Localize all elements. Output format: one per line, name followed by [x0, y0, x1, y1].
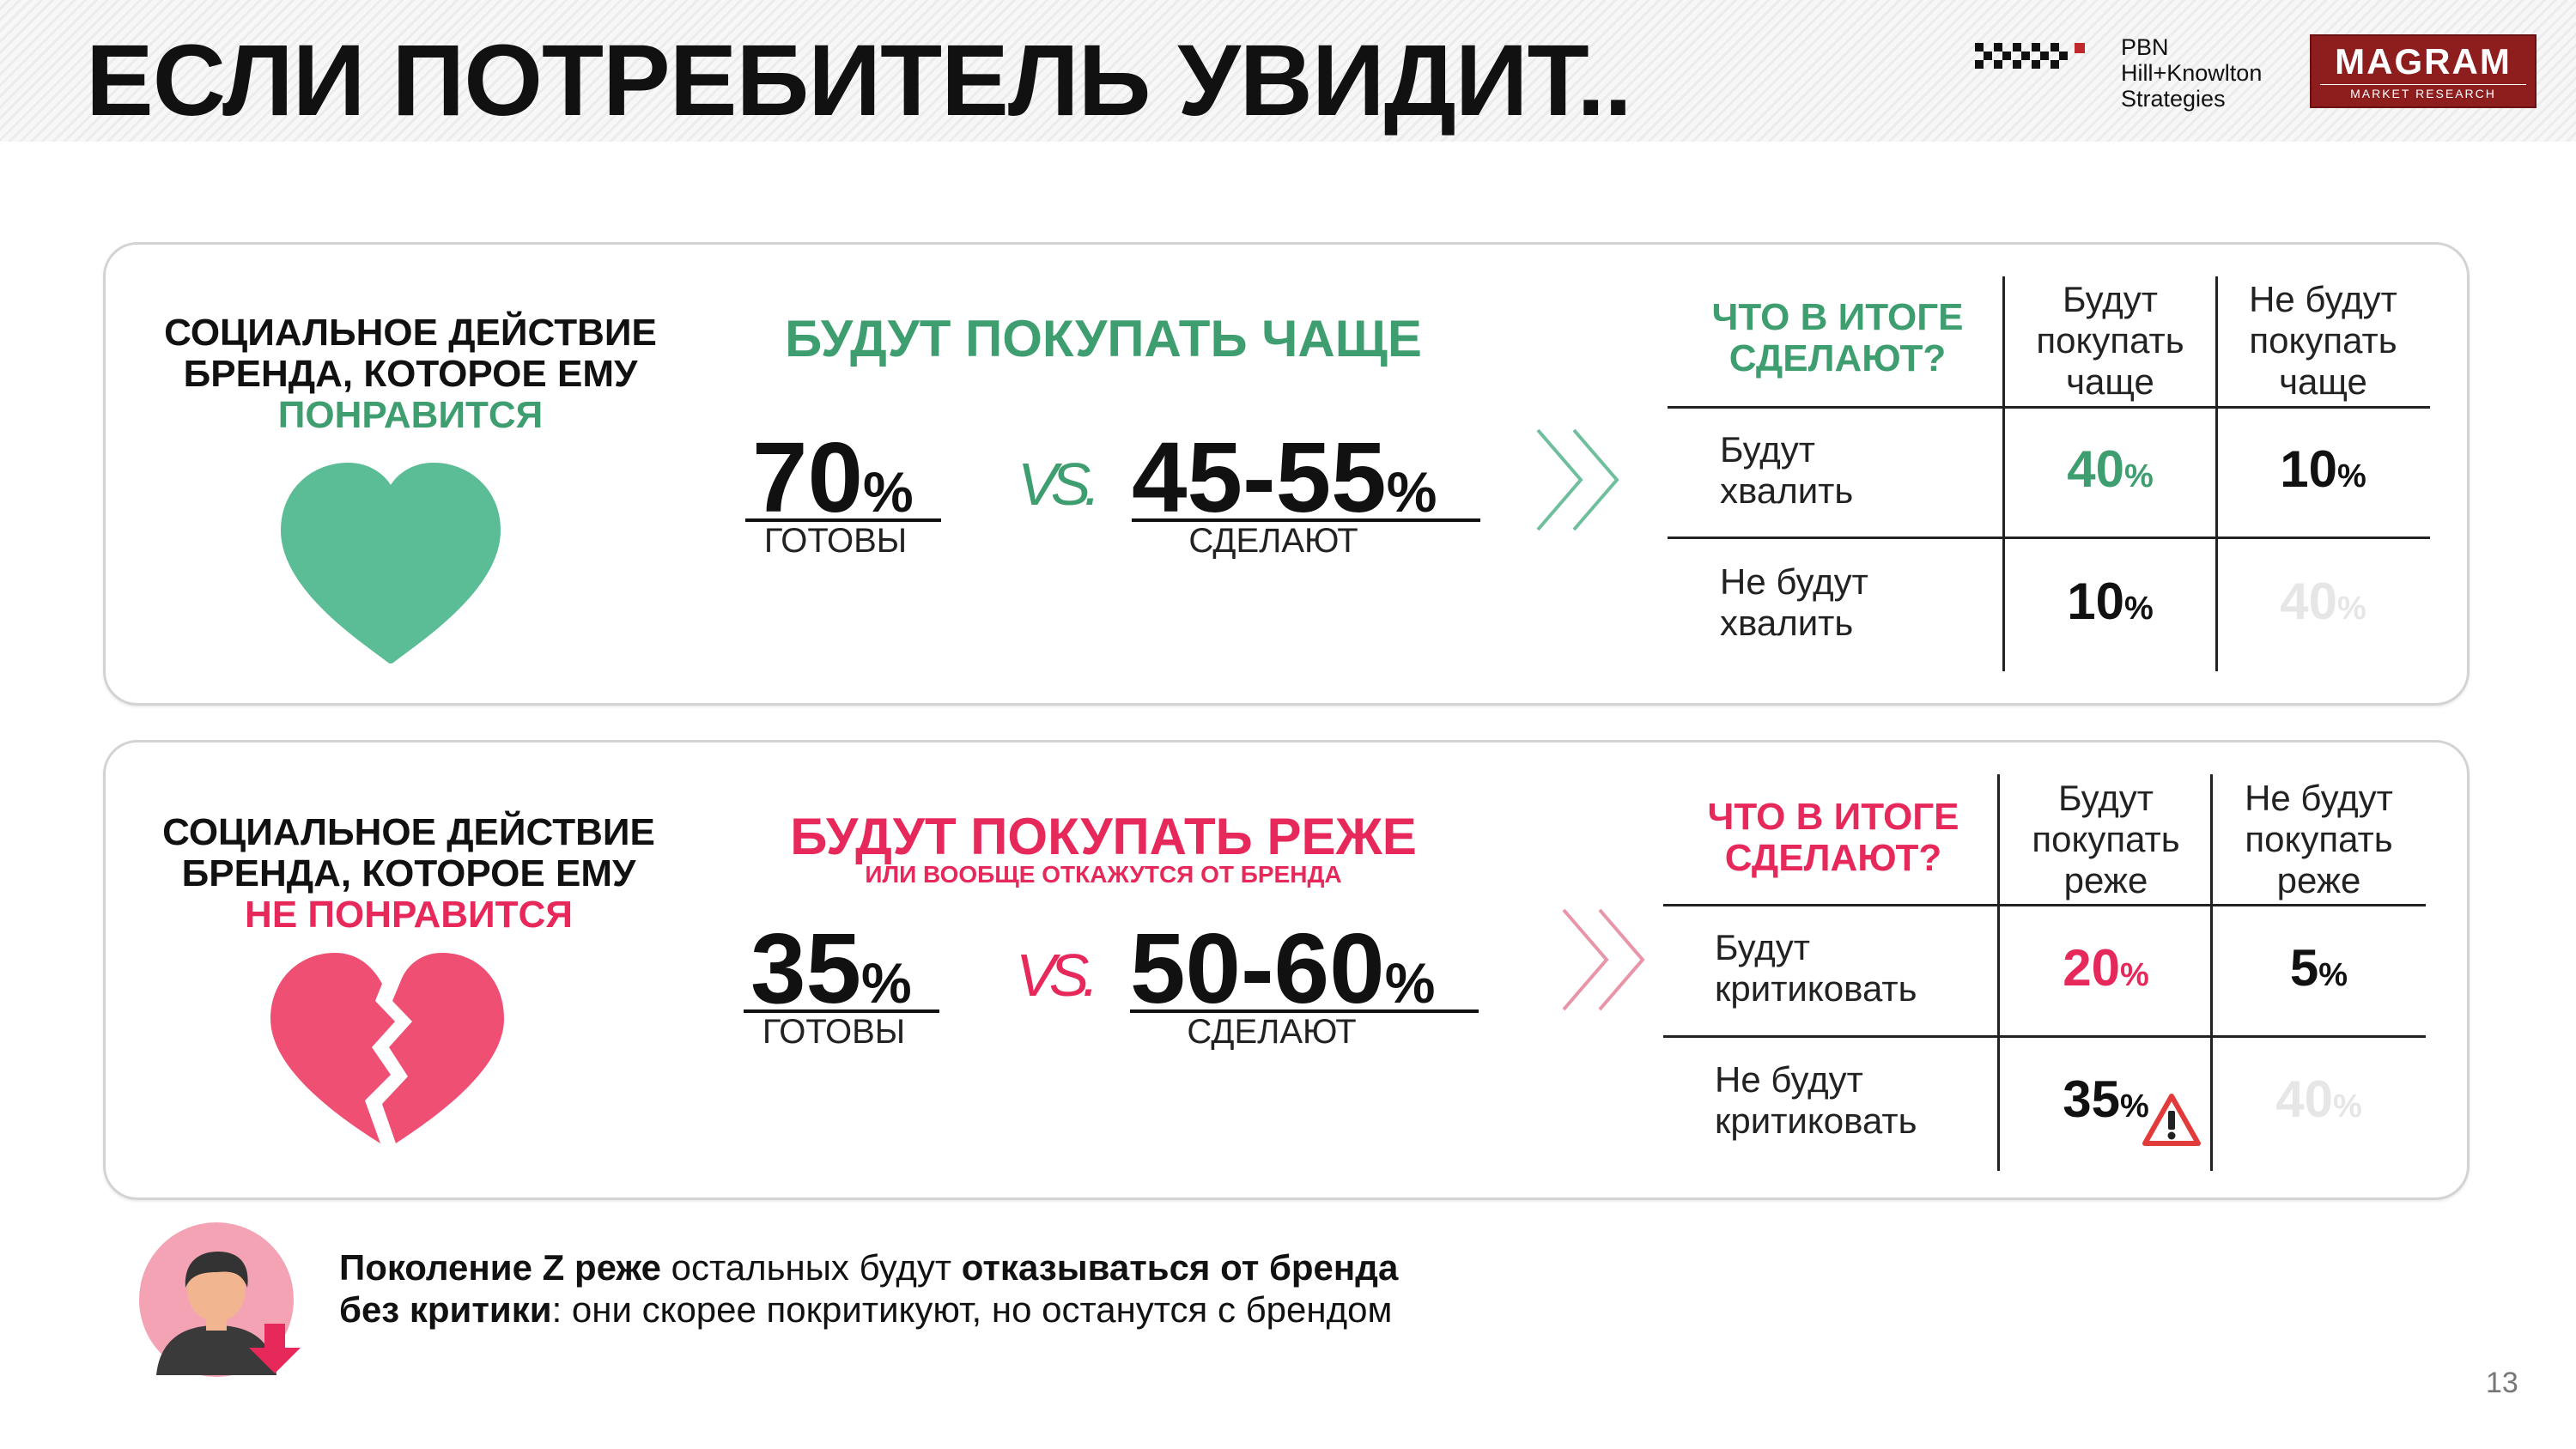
positive-card [103, 242, 2470, 706]
positive-table-rule [1668, 537, 2430, 539]
negative-cell-r1c2: 5% [2289, 939, 2348, 997]
positive-stat1-underline [745, 518, 941, 522]
positive-stat2: 45-55% [1132, 421, 1437, 533]
pbn-logo-text: PBN Hill+Knowlton Strategies [2121, 34, 2263, 112]
negative-table-question: ЧТО В ИТОГЕ СДЕЛАЮТ? [1707, 796, 1959, 879]
negative-col-buy-less: Будут покупать реже [2032, 778, 2180, 900]
warning-icon [2142, 1094, 2201, 1146]
negative-table-rule [1663, 904, 2426, 906]
positive-table-rule [1668, 406, 2430, 409]
broken-heart-icon [270, 953, 504, 1143]
negative-table-rule [1663, 1035, 2426, 1038]
positive-left-text: СОЦИАЛЬНОЕ ДЕЙСТВИЕ БРЕНДА, КОТОРОЕ ЕМУ … [164, 312, 657, 436]
positive-stat1-label: ГОТОВЫ [763, 522, 908, 560]
negative-stat2: 50-60% [1130, 912, 1436, 1024]
magram-logo: MAGRAM MARKET RESEARCH [2310, 34, 2537, 108]
negative-cell-r2c2: 40% [2275, 1070, 2362, 1128]
negative-stat2-label: СДЕЛАЮТ [1187, 1013, 1357, 1051]
positive-row-praise: Будут хвалить [1720, 429, 1854, 511]
negative-stat2-underline [1130, 1009, 1479, 1013]
footer-note: Поколение Z реже остальных будут отказыв… [339, 1247, 1399, 1330]
positive-table-divider [2215, 276, 2218, 671]
page-title: ЕСЛИ ПОТРЕБИТЕЛЬ УВИДИТ.. [86, 24, 1632, 137]
negative-row-criticize: Будут критиковать [1715, 927, 1917, 1009]
negative-vs: VS. [1016, 942, 1099, 1009]
positive-table-question: ЧТО В ИТОГЕ СДЕЛАЮТ? [1711, 296, 1964, 379]
positive-stat2-underline [1132, 518, 1480, 522]
negative-stat1-label: ГОТОВЫ [762, 1013, 906, 1051]
page-number: 13 [2486, 1367, 2518, 1399]
negative-cell-r2c1: 35% [2063, 1070, 2149, 1128]
negative-stat1-underline [744, 1009, 939, 1013]
negative-row-not-criticize: Не будут критиковать [1715, 1059, 1917, 1141]
negative-card [103, 740, 2470, 1200]
positive-row-not-praise: Не будут хвалить [1720, 561, 1868, 643]
positive-stat1: 70% [752, 421, 914, 533]
positive-vs: VS. [1018, 451, 1101, 518]
positive-cell-r1c1: 40% [2067, 440, 2154, 498]
positive-col-not-buy-more: Не будут покупать чаще [2249, 279, 2397, 402]
positive-cell-r2c1: 10% [2067, 573, 2154, 630]
negative-cell-r1c1: 20% [2063, 939, 2149, 997]
negative-subheading: ИЛИ ВООБЩЕ ОТКАЖУТСЯ ОТ БРЕНДА [865, 861, 1342, 888]
positive-cell-r2c2: 40% [2280, 573, 2366, 630]
negative-heading: БУДУТ ПОКУПАТЬ РЕЖЕ [790, 808, 1417, 865]
negative-table-divider [2210, 774, 2213, 1171]
chevron-right-icon [1562, 908, 1645, 1011]
positive-col-buy-more: Будут покупать чаще [2036, 279, 2184, 402]
positive-table-divider [2002, 276, 2005, 671]
chevron-right-icon [1536, 428, 1619, 531]
gen-z-avatar-icon [139, 1222, 301, 1377]
negative-col-not-buy-less: Не будут покупать реже [2245, 778, 2393, 900]
negative-left-text: СОЦИАЛЬНОЕ ДЕЙСТВИЕ БРЕНДА, КОТОРОЕ ЕМУ … [162, 811, 655, 936]
pbn-logo-mark [1975, 43, 2085, 69]
heart-icon [281, 463, 501, 664]
negative-table-divider [1997, 774, 2000, 1171]
positive-heading: БУДУТ ПОКУПАТЬ ЧАЩЕ [785, 310, 1422, 367]
negative-stat1: 35% [750, 912, 912, 1024]
header-band [0, 0, 2576, 142]
positive-cell-r1c2: 10% [2280, 440, 2366, 498]
positive-stat2-label: СДЕЛАЮТ [1188, 522, 1358, 560]
